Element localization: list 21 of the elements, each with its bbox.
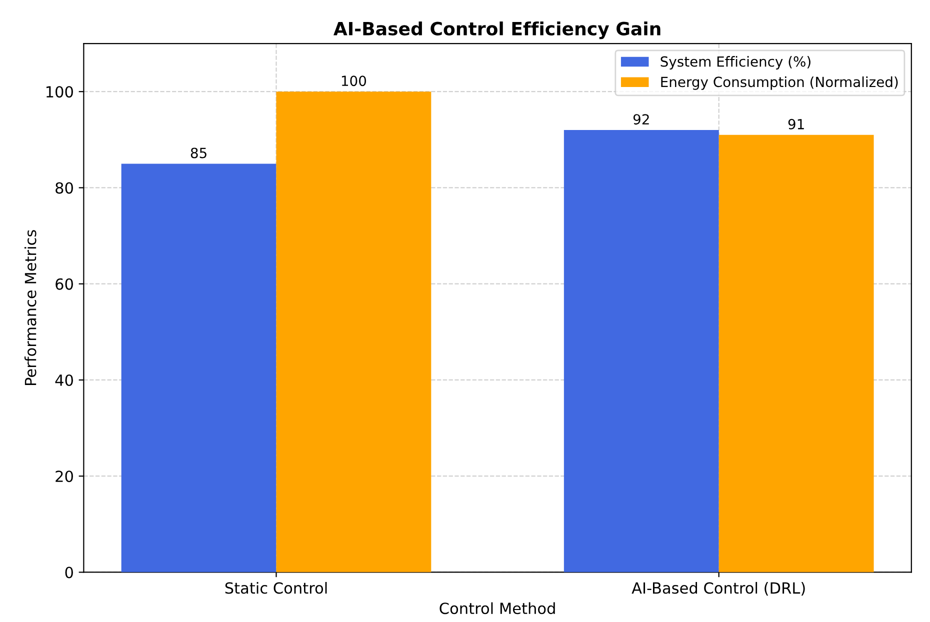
data-label: 100 bbox=[342, 76, 366, 86]
x-tick-label: AI-Based Control (DRL) bbox=[632, 582, 805, 596]
y-tick-label: 80 bbox=[56, 182, 73, 194]
y-tick-label: 40 bbox=[55, 374, 73, 386]
bar bbox=[718, 134, 874, 572]
bar bbox=[121, 164, 276, 572]
bar bbox=[564, 130, 719, 572]
data-label: 91 bbox=[788, 118, 804, 130]
x-axis-title: Control Method bbox=[440, 602, 555, 614]
y-tick-label: 0 bbox=[65, 566, 73, 578]
chart-title: AI-Based Control Efficiency Gain bbox=[333, 21, 660, 40]
y-axis-title: Performance Metrics bbox=[24, 230, 36, 385]
legend-label: Energy Consumption (Normalized) bbox=[661, 76, 898, 90]
x-tick-label: Static Control bbox=[225, 582, 327, 594]
data-label: 92 bbox=[633, 114, 649, 125]
bar bbox=[276, 92, 432, 572]
data-label: 85 bbox=[190, 148, 206, 158]
y-tick-label: 60 bbox=[56, 278, 73, 290]
legend-label: System Efficiency (%) bbox=[660, 56, 810, 70]
y-tick-label: 20 bbox=[56, 470, 73, 482]
y-tick-label: 100 bbox=[46, 86, 73, 98]
